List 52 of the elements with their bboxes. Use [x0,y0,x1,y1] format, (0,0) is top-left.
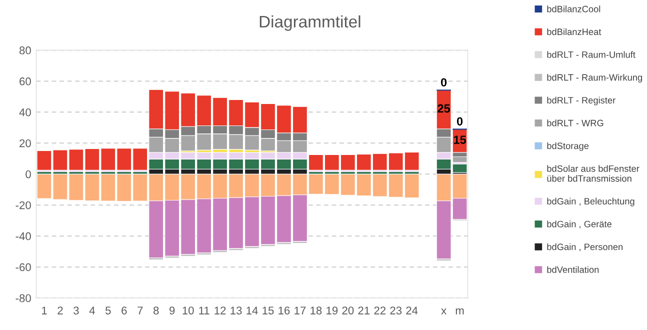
data-label: 0 [456,117,463,126]
x-tick-label: 12 [214,306,226,314]
x-tick-label: 21 [358,306,370,314]
x-tick-label: 6 [122,306,127,314]
x-tick-label: m [456,308,464,314]
y-tick-label: 20 [20,139,31,148]
legend-label: bdRLT - Register [547,96,616,106]
y-tick-label: 40 [19,108,31,116]
legend-label: bdBilanzHeat [547,28,602,36]
y-tick-label: 60 [20,77,31,86]
x-tick-label: 13 [230,306,242,314]
x-tick-label: 11 [199,306,210,314]
x-tick-label: 4 [89,306,95,314]
data-label: 25 [438,104,450,113]
x-tick-label: 16 [278,306,290,314]
x-tick-label: 18 [310,306,322,314]
x-tick-label: 19 [326,306,338,314]
legend-label: bdGain , Geräte [547,220,612,228]
x-tick-label: 7 [138,306,143,314]
legend-label: bdRLT - Raum-Umluft [547,51,636,58]
x-tick-label: 5 [106,306,111,314]
y-tick-label: -20 [16,201,31,210]
x-tick-label: 24 [406,306,418,314]
x-tick-label: 8 [154,306,159,314]
x-tick-label: 3 [74,306,79,314]
data-label: 15 [454,136,466,144]
legend-label: bdBilanzCool [547,6,600,12]
x-tick-label: 22 [374,306,386,314]
y-tick-label: -80 [16,294,31,302]
x-tick-label: x [441,308,446,314]
chart-title: Diagrammtitel [260,15,360,31]
x-tick-label: 15 [262,306,274,314]
x-tick-label: 17 [294,306,306,314]
x-tick-label: 23 [390,306,402,314]
legend-label: bdGain , Beleuchtung [547,198,634,206]
y-tick-label: -60 [16,263,31,272]
data-label: 0 [440,78,447,87]
y-tick-label: 0 [26,170,31,178]
x-tick-label: 1 [42,306,47,314]
legend-label: bdSolar aus bdFenster über bdTransmission [547,165,640,182]
legend-label: bdRLT - Raum-Wirkung [547,74,642,82]
x-tick-label: 14 [246,306,258,314]
x-tick-label: 20 [342,306,354,314]
legend-label: bdGain , Personen [547,243,623,252]
legend-label: bdVentilation [547,266,599,273]
legend-label: bdRLT - WRG [547,120,604,126]
x-tick-label: 9 [170,306,175,314]
x-tick-label: 10 [182,306,194,314]
legend-label: bdStorage [547,142,589,151]
y-tick-label: 80 [19,46,31,54]
x-tick-label: 2 [58,306,63,314]
y-tick-label: -40 [16,232,31,240]
